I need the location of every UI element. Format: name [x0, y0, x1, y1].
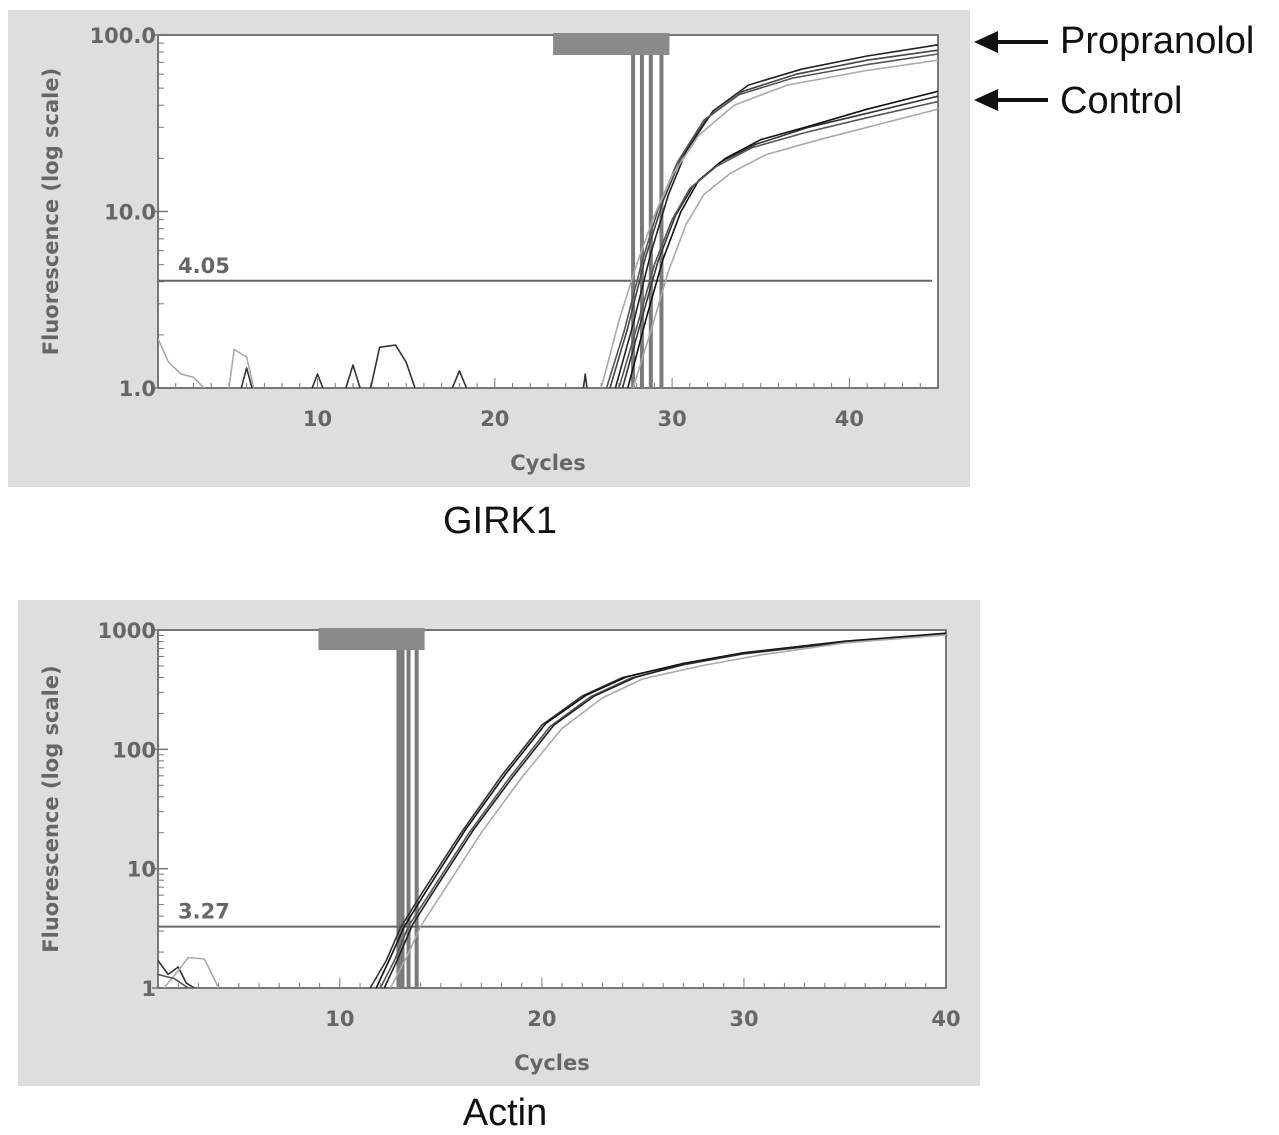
girk1-series-propranolol-line — [605, 53, 938, 388]
actin-series-baseline-line — [163, 956, 220, 988]
girk1-caption: GIRK1 — [442, 500, 558, 542]
actin-y-tick-label: 1000 — [98, 619, 156, 643]
actin-series-group — [158, 632, 946, 988]
girk1-x-tick-label: 20 — [480, 407, 509, 431]
control-arrow — [974, 89, 1048, 111]
girk1-chart-panel: 1.0 10.0 100.0 10 20 30 40 Cycles Fluorescence (… — [8, 10, 970, 487]
actin-series-sample-line — [383, 633, 946, 988]
girk1-plot-area — [157, 34, 939, 389]
actin-y-tick-label: 100 — [112, 738, 156, 762]
actin-x-tick-label: 10 — [325, 1007, 354, 1031]
girk1-series-baseline-line — [451, 370, 468, 388]
actin-y-tick-label: 10 — [127, 858, 156, 882]
actin-series-sample-line — [389, 634, 946, 988]
girk1-y-tick-label: 10.0 — [104, 201, 156, 225]
actin-threshold-label: 3.27 — [178, 900, 230, 924]
actin-x-tick-label: 20 — [527, 1007, 556, 1031]
girk1-series-baseline-line — [345, 364, 361, 388]
girk1-x-tick-label: 10 — [303, 407, 332, 431]
legend-label-propranolol: Propranolol — [1060, 20, 1255, 62]
girk1-series-control-line — [632, 108, 938, 388]
actin-series-baseline-line — [158, 960, 195, 988]
actin-chart: 1 10 100 1000 10 20 30 40 Cycles Fluorescence (lo… — [39, 619, 961, 1075]
girk1-series-group — [158, 44, 938, 388]
girk1-x-tick-label: 40 — [835, 407, 864, 431]
actin-x-axis-title: Cycles — [514, 1051, 590, 1075]
girk1-series-propranolol-line — [600, 59, 938, 388]
girk1-x-tick-label: 30 — [657, 407, 686, 431]
girk1-threshold-label: 4.05 — [178, 254, 230, 278]
girk1-series-propranolol-line — [614, 44, 938, 388]
girk1-series-baseline-line — [240, 367, 253, 388]
girk1-series-baseline-line — [158, 338, 205, 388]
actin-chart-panel: 1 10 100 1000 10 20 30 40 Cycles Fluorescence (lo… — [18, 600, 980, 1086]
girk1-ct-marker-box — [553, 33, 670, 55]
actin-x-tick-label: 30 — [729, 1007, 758, 1031]
girk1-y-tick-label: 100.0 — [90, 24, 156, 48]
actin-y-axis-title: Fluorescence (log scale) — [39, 665, 63, 952]
girk1-y-tick-label: 1.0 — [119, 377, 156, 401]
actin-ct-marker-box — [318, 628, 425, 650]
legend-label-control: Control — [1060, 80, 1183, 122]
actin-y-tick-label: 1 — [141, 977, 156, 1001]
girk1-x-axis-title: Cycles — [510, 451, 586, 475]
girk1-series-baseline-line — [582, 373, 588, 388]
girk1-series-control-line — [618, 100, 938, 388]
girk1-series-baseline-line — [369, 344, 416, 388]
actin-series-baseline-line — [158, 973, 189, 988]
girk1-series-baseline-line — [311, 373, 324, 388]
actin-x-tick-label: 40 — [931, 1007, 960, 1031]
actin-plot-area — [157, 629, 947, 989]
girk1-series-baseline-line — [228, 348, 255, 388]
propranolol-arrow — [974, 31, 1048, 53]
girk1-chart: 1.0 10.0 100.0 10 20 30 40 Cycles Fluorescence (… — [39, 24, 939, 475]
girk1-y-axis-title: Fluorescence (log scale) — [39, 68, 63, 355]
actin-caption: Actin — [462, 1092, 548, 1134]
